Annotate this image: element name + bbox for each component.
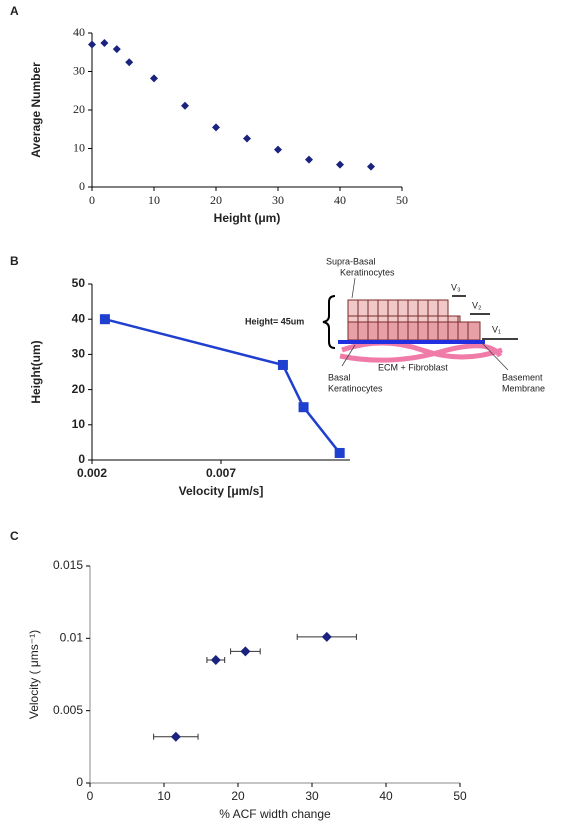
marker bbox=[99, 314, 110, 325]
line bbox=[104, 317, 341, 454]
y-tick-label: 40 bbox=[73, 25, 85, 39]
arrows bbox=[452, 295, 518, 340]
point bbox=[212, 123, 220, 132]
point bbox=[367, 162, 375, 171]
y-tick-label: 20 bbox=[72, 382, 86, 396]
y-tick-label: 10 bbox=[73, 140, 85, 154]
point bbox=[100, 39, 109, 48]
annotation: Basal bbox=[328, 372, 351, 382]
annotation: V₂ bbox=[472, 300, 482, 310]
annotation: Membrane bbox=[502, 383, 545, 393]
y-tick-label: 30 bbox=[73, 63, 85, 77]
marker bbox=[277, 359, 288, 370]
y-tick-label: 0.015 bbox=[53, 558, 83, 572]
point bbox=[274, 145, 282, 154]
y-tick-label: 30 bbox=[72, 347, 86, 361]
leader-lines bbox=[341, 277, 509, 371]
y-tick-label: 0 bbox=[79, 179, 85, 193]
point bbox=[112, 45, 121, 54]
x-tick-label: 0.002 bbox=[77, 466, 107, 480]
point bbox=[125, 58, 134, 67]
point bbox=[170, 731, 181, 742]
x-tick-label: 20 bbox=[231, 789, 245, 803]
x-axis-title: % ACF width change bbox=[219, 807, 331, 821]
y-tick-label: 0.005 bbox=[53, 703, 83, 717]
cells bbox=[347, 299, 481, 341]
x-axis-title: Velocity [μm/s] bbox=[179, 484, 264, 498]
marker bbox=[334, 447, 345, 458]
annotation: Height= 45um bbox=[245, 316, 304, 326]
ecm-fibers bbox=[339, 340, 503, 363]
x-tick-label: 10 bbox=[157, 789, 171, 803]
annotation: Keratinocytes bbox=[340, 267, 395, 277]
cell-walls bbox=[357, 300, 469, 340]
annotation: ECM + Fibroblast bbox=[378, 362, 448, 372]
point bbox=[150, 74, 158, 83]
annotation: V₃ bbox=[451, 282, 461, 292]
point bbox=[336, 160, 344, 169]
brace bbox=[322, 295, 336, 349]
point bbox=[243, 134, 251, 143]
skin-diagram bbox=[322, 277, 518, 371]
x-tick-label: 0 bbox=[89, 193, 95, 207]
y-axis-title: Velocity ( μms⁻¹) bbox=[27, 630, 41, 719]
y-tick-label: 50 bbox=[72, 276, 86, 290]
annotation: Supra-Basal bbox=[326, 256, 376, 266]
y-axis-title: Average Number bbox=[29, 62, 43, 158]
panel-label: B bbox=[10, 254, 19, 268]
y-tick-label: 0 bbox=[78, 452, 85, 466]
y-tick-label: 40 bbox=[72, 311, 86, 325]
point bbox=[181, 101, 189, 110]
point bbox=[305, 155, 313, 164]
point bbox=[321, 631, 332, 642]
panel-label: C bbox=[10, 529, 19, 543]
x-tick-label: 30 bbox=[272, 193, 284, 207]
marker bbox=[298, 402, 309, 413]
y-tick-label: 0.01 bbox=[60, 631, 84, 645]
x-tick-label: 10 bbox=[148, 193, 160, 207]
x-axis-title: Height (μm) bbox=[214, 211, 281, 225]
annotation: Keratinocytes bbox=[328, 383, 383, 393]
x-tick-label: 50 bbox=[396, 193, 408, 207]
annotation: Basement bbox=[502, 372, 543, 382]
x-tick-label: 30 bbox=[305, 789, 319, 803]
y-tick-label: 20 bbox=[73, 102, 85, 116]
point bbox=[210, 655, 221, 666]
point bbox=[240, 646, 251, 657]
panel-label: A bbox=[10, 4, 19, 18]
x-tick-label: 40 bbox=[334, 193, 346, 207]
x-tick-label: 40 bbox=[379, 789, 393, 803]
y-tick-label: 0 bbox=[76, 775, 83, 789]
y-axis-title: Height(um) bbox=[29, 340, 43, 403]
x-tick-label: 50 bbox=[453, 789, 467, 803]
point bbox=[88, 40, 96, 49]
y-tick-label: 10 bbox=[72, 417, 86, 431]
x-tick-label: 0.007 bbox=[206, 466, 236, 480]
annotation: V₁ bbox=[492, 324, 501, 334]
x-tick-label: 20 bbox=[210, 193, 222, 207]
x-tick-label: 0 bbox=[87, 789, 94, 803]
